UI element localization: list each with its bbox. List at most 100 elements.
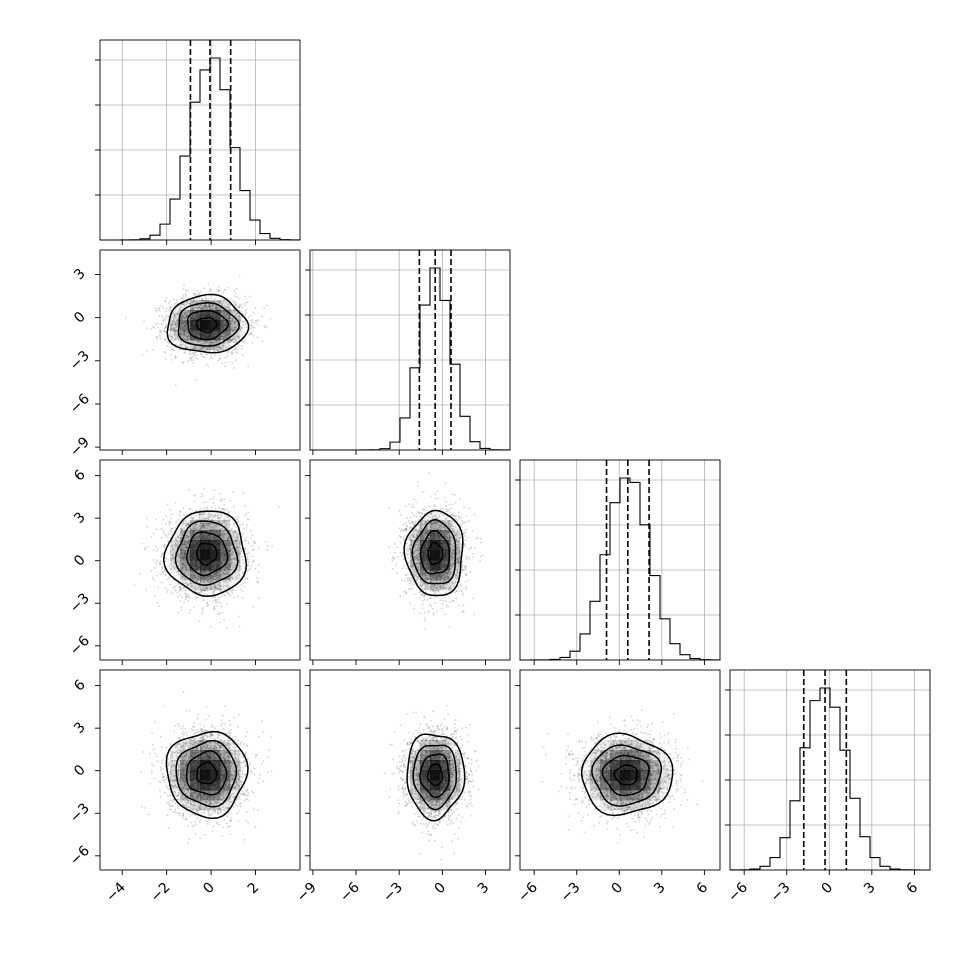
scatter-point <box>182 556 185 559</box>
scatter-point <box>246 578 249 580</box>
scatter-point <box>189 353 192 356</box>
scatter-point <box>171 544 174 547</box>
scatter-point <box>201 612 204 615</box>
scatter-point <box>205 517 208 520</box>
scatter-point <box>161 315 164 317</box>
scatter-point <box>163 329 166 332</box>
scatter-point <box>231 337 234 340</box>
scatter-point <box>224 579 227 582</box>
scatter-point <box>235 548 238 550</box>
scatter-point <box>182 327 185 330</box>
scatter-point <box>197 575 200 578</box>
scatter-point <box>235 536 238 538</box>
scatter-point <box>155 518 157 521</box>
scatter-point <box>233 524 235 527</box>
scatter-point <box>162 531 165 534</box>
scatter-point <box>163 543 166 546</box>
scatter-point <box>190 585 193 587</box>
scatter-point <box>222 545 225 547</box>
scatter-point <box>256 576 259 579</box>
scatter-point <box>187 309 190 312</box>
scatter-point <box>237 585 240 588</box>
scatter-point <box>220 573 222 576</box>
scatter-point <box>234 565 237 567</box>
scatter-point <box>240 345 243 347</box>
scatter-point <box>253 326 256 329</box>
scatter-point <box>175 312 178 315</box>
scatter-point <box>255 320 258 322</box>
scatter-point <box>181 328 183 330</box>
scatter-point <box>188 523 191 526</box>
scatter-point <box>180 297 182 300</box>
scatter-point <box>207 298 209 300</box>
scatter-point <box>185 541 188 544</box>
scatter-point <box>210 341 213 344</box>
scatter-point <box>214 599 217 602</box>
scatter-point <box>177 551 180 553</box>
scatter-point <box>222 309 225 312</box>
scatter-point <box>150 570 153 572</box>
scatter-point <box>237 552 240 555</box>
scatter-point <box>442 572 444 575</box>
scatter-point <box>241 312 244 315</box>
density-cell <box>200 320 211 331</box>
density-cell <box>190 580 201 591</box>
scatter-point <box>239 315 242 318</box>
scatter-point <box>185 568 187 571</box>
scatter-point <box>166 536 169 539</box>
density-cell <box>180 530 191 541</box>
scatter-point <box>183 554 186 556</box>
scatter-point <box>187 335 190 338</box>
scatter-point <box>192 527 195 530</box>
y-tick-label: 3 <box>71 509 89 527</box>
scatter-point <box>197 341 200 343</box>
scatter-point <box>440 574 443 577</box>
scatter-point <box>198 535 200 538</box>
scatter-point <box>186 336 189 339</box>
scatter-point <box>231 353 234 355</box>
scatter-point <box>171 593 174 595</box>
scatter-point <box>208 305 210 308</box>
scatter-point <box>212 600 215 603</box>
scatter-point <box>187 572 190 575</box>
scatter-point <box>182 557 185 559</box>
scatter-point <box>220 544 223 547</box>
scatter-point <box>409 602 411 605</box>
scatter-point <box>203 586 206 588</box>
scatter-point <box>204 353 207 355</box>
density-cell <box>220 310 231 321</box>
scatter-point <box>428 610 430 612</box>
scatter-point <box>152 348 154 351</box>
scatter-point <box>278 506 280 509</box>
scatter-point <box>168 309 171 312</box>
density-cell <box>180 330 191 341</box>
scatter-point <box>238 297 241 300</box>
scatter-point <box>230 339 233 342</box>
scatter-point <box>221 304 224 307</box>
scatter-point <box>177 556 180 559</box>
y-tick-label: −9 <box>67 434 93 460</box>
scatter-point <box>196 528 199 531</box>
scatter-point <box>210 289 213 292</box>
scatter-point <box>220 561 223 564</box>
scatter-point <box>179 549 182 551</box>
scatter-point <box>206 506 209 508</box>
scatter-point <box>241 535 244 538</box>
scatter-point <box>206 587 209 590</box>
scatter-point <box>203 589 205 592</box>
scatter-point <box>179 326 182 329</box>
scatter-point <box>157 322 160 325</box>
scatter-point <box>192 306 195 309</box>
scatter-point <box>214 345 217 348</box>
scatter-point <box>200 527 203 530</box>
scatter-point <box>181 533 184 535</box>
scatter-point <box>180 568 183 570</box>
scatter-point <box>211 341 214 344</box>
scatter-point <box>225 544 228 546</box>
scatter-point <box>182 316 185 318</box>
scatter-point <box>213 591 216 594</box>
density-cell <box>190 550 201 561</box>
scatter-point <box>199 527 202 530</box>
scatter-point <box>446 572 449 574</box>
